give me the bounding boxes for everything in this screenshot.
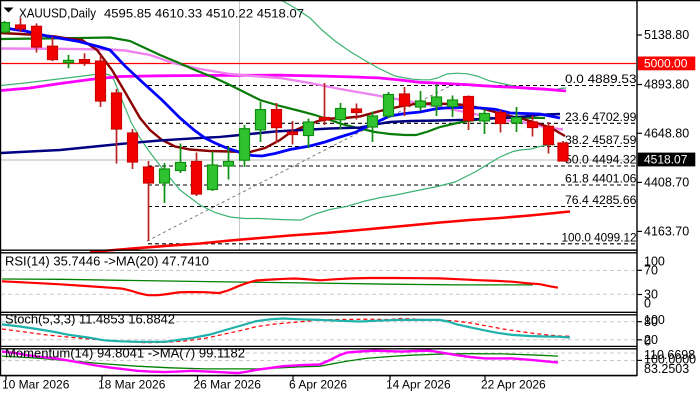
svg-text:0: 0 [644, 335, 651, 349]
svg-text:4648.80: 4648.80 [644, 127, 689, 141]
svg-text:RSI(14) 35.7446 ->MA(20) 47.7: RSI(14) 35.7446 ->MA(20) 47.7410 [5, 255, 209, 269]
svg-text:50.0 4494.32: 50.0 4494.32 [565, 153, 637, 167]
svg-text:XAUUSD,Daily: XAUUSD,Daily [19, 7, 97, 21]
svg-text:14 Apr 2026: 14 Apr 2026 [386, 378, 451, 392]
svg-text:38.2 4587.59: 38.2 4587.59 [565, 133, 637, 147]
svg-text:23.6 4702.99: 23.6 4702.99 [565, 110, 637, 124]
svg-text:6 Apr 2026: 6 Apr 2026 [289, 378, 347, 392]
svg-text:10 Mar 2026: 10 Mar 2026 [2, 378, 70, 392]
svg-text:61.8 4401.06: 61.8 4401.06 [565, 172, 637, 186]
svg-text:Stoch(5,3,3) 11.4853 16.8842: Stoch(5,3,3) 11.4853 16.8842 [5, 313, 175, 327]
svg-text:0.0 4889.53: 0.0 4889.53 [565, 72, 637, 86]
svg-text:4163.70: 4163.70 [644, 225, 689, 239]
svg-text:0: 0 [644, 296, 651, 310]
svg-text:100: 100 [644, 313, 665, 327]
svg-text:83.2503: 83.2503 [644, 362, 689, 376]
svg-text:Momentum(14) 94.8041 ->MA(7): Momentum(14) 94.8041 ->MA(7) 99.1182 [5, 347, 245, 361]
svg-text:100.0 4099.12: 100.0 4099.12 [562, 230, 637, 244]
svg-text:4408.70: 4408.70 [644, 176, 689, 190]
svg-text:5138.80: 5138.80 [644, 28, 689, 42]
svg-text:70: 70 [644, 264, 658, 278]
svg-text:4595.85 4610.33 4510.22 4518.0: 4595.85 4610.33 4510.22 4518.07 [104, 7, 304, 21]
svg-text:4893.80: 4893.80 [644, 78, 689, 92]
svg-text:80: 80 [644, 315, 658, 329]
svg-text:30: 30 [644, 288, 658, 302]
svg-text:5000.00: 5000.00 [644, 57, 688, 71]
svg-text:100.0000: 100.0000 [644, 353, 696, 367]
svg-text:20: 20 [644, 333, 658, 347]
svg-text:4518.07: 4518.07 [644, 153, 688, 167]
svg-text:76.4 4285.66: 76.4 4285.66 [565, 193, 637, 207]
svg-text:22 Apr 2026: 22 Apr 2026 [481, 378, 546, 392]
svg-text:100: 100 [644, 255, 665, 269]
svg-text:110.6698: 110.6698 [644, 348, 695, 362]
svg-text:18 Mar 2026: 18 Mar 2026 [98, 378, 166, 392]
svg-text:26 Mar 2026: 26 Mar 2026 [194, 378, 262, 392]
